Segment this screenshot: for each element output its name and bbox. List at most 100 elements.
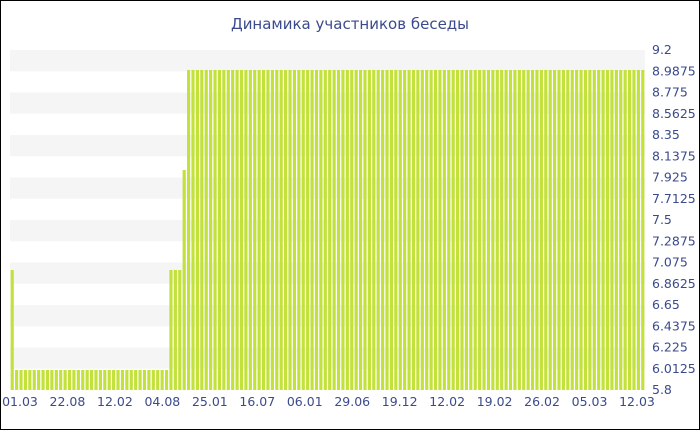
bar	[231, 70, 235, 390]
bar	[610, 70, 614, 390]
bar	[469, 70, 473, 390]
bar	[23, 370, 28, 390]
bar	[376, 70, 380, 390]
grid-band	[10, 50, 645, 72]
bar	[89, 370, 94, 390]
bar	[623, 70, 627, 390]
y-tick-label: 9.2	[652, 42, 672, 57]
bar	[403, 70, 407, 390]
x-tick-label: 22.08	[50, 394, 86, 409]
bar	[226, 70, 230, 390]
bar	[85, 370, 89, 390]
bar	[451, 70, 455, 390]
bar	[164, 370, 169, 390]
bar	[19, 370, 23, 390]
bar	[103, 370, 107, 390]
bar	[147, 370, 151, 390]
bar	[187, 70, 191, 390]
y-tick-label: 7.7125	[652, 191, 696, 206]
bar	[306, 70, 310, 390]
bar	[213, 70, 217, 390]
bar	[583, 70, 588, 390]
bar	[319, 70, 323, 390]
bar	[284, 70, 288, 390]
bar	[76, 370, 80, 390]
bar	[495, 70, 499, 390]
bar	[482, 70, 486, 390]
bar	[204, 70, 208, 390]
bar	[15, 370, 19, 390]
bar	[292, 70, 297, 390]
bar	[50, 370, 54, 390]
grid-band	[10, 305, 645, 327]
bar	[169, 270, 173, 390]
bar	[526, 70, 530, 390]
bar	[28, 370, 32, 390]
y-axis-ticks: 9.2 8.9875 8.775 8.5625 8.35 8.1375 7.925 7.712…	[652, 42, 696, 397]
bar	[142, 370, 147, 390]
bar	[32, 370, 36, 390]
bar	[548, 70, 552, 390]
y-tick-label: 5.8	[652, 382, 672, 397]
y-tick-label: 6.8625	[652, 276, 696, 291]
bar	[597, 70, 601, 390]
y-tick-label: 6.0125	[652, 361, 696, 376]
bar	[619, 70, 623, 390]
x-tick-label: 12.02	[97, 394, 133, 409]
y-tick-label: 7.2875	[652, 233, 696, 248]
bar	[332, 70, 336, 390]
bar	[45, 370, 50, 390]
bar	[178, 270, 182, 390]
bar	[394, 70, 398, 390]
bar	[460, 70, 464, 390]
bar	[59, 370, 63, 390]
x-tick-label: 25.01	[192, 394, 228, 409]
x-tick-label: 12.02	[429, 394, 465, 409]
bar	[222, 70, 226, 390]
bar	[191, 70, 195, 390]
grid-band	[10, 262, 645, 284]
bar	[116, 370, 120, 390]
x-tick-label: 04.08	[144, 394, 180, 409]
bar	[557, 70, 561, 390]
bar	[336, 70, 341, 390]
x-tick-label: 19.12	[382, 394, 418, 409]
bar	[491, 70, 495, 390]
bar	[456, 70, 460, 390]
bar	[323, 70, 327, 390]
bar	[553, 70, 557, 390]
y-tick-label: 7.925	[652, 170, 688, 185]
x-tick-label: 05.03	[572, 394, 608, 409]
bar	[98, 370, 102, 390]
x-tick-label: 19.02	[477, 394, 513, 409]
x-tick-label: 01.03	[2, 394, 38, 409]
bar	[561, 70, 565, 390]
bar	[363, 70, 367, 390]
y-tick-label: 8.1375	[652, 148, 696, 163]
bar	[605, 70, 610, 390]
bar	[253, 70, 257, 390]
bar	[570, 70, 574, 390]
bar	[539, 70, 543, 390]
bar	[513, 70, 517, 390]
bar	[138, 370, 142, 390]
bar	[530, 70, 535, 390]
bar	[257, 70, 261, 390]
bar	[385, 70, 389, 390]
y-tick-label: 6.65	[652, 297, 680, 312]
bar	[297, 70, 301, 390]
bar	[63, 370, 67, 390]
bar	[314, 70, 319, 390]
bar	[288, 70, 292, 390]
bar	[500, 70, 504, 390]
bar	[473, 70, 477, 390]
bar	[81, 370, 85, 390]
bar	[125, 370, 129, 390]
bar	[328, 70, 332, 390]
bar	[588, 70, 592, 390]
y-tick-label: 8.9875	[652, 63, 696, 78]
bar	[407, 70, 411, 390]
chart-title: Динамика участников беседы	[231, 15, 469, 33]
bar	[358, 70, 363, 390]
bar	[350, 70, 354, 390]
